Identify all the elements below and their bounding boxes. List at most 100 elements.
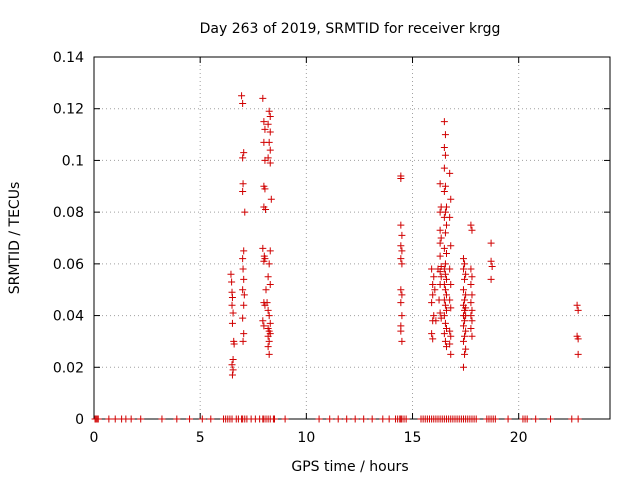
data-point <box>265 312 273 320</box>
data-point <box>437 234 445 242</box>
data-point <box>442 291 450 299</box>
data-point <box>432 317 440 325</box>
data-point <box>446 265 454 273</box>
data-point <box>240 291 248 299</box>
data-point <box>462 327 470 335</box>
data-point <box>398 291 406 299</box>
data-point <box>385 415 393 423</box>
data-point <box>446 296 454 304</box>
data-point <box>429 281 437 289</box>
data-point <box>446 169 454 177</box>
data-point <box>461 296 469 304</box>
data-point <box>240 330 248 338</box>
data-point <box>532 415 540 423</box>
x-tick-label: 5 <box>196 430 205 446</box>
data-point <box>441 131 449 139</box>
data-point <box>436 226 444 234</box>
data-point <box>315 415 323 423</box>
data-point <box>266 159 274 167</box>
data-point <box>467 281 475 289</box>
x-tick-label: 20 <box>510 430 528 446</box>
data-point <box>239 286 247 294</box>
data-point <box>462 270 470 278</box>
data-point <box>428 330 436 338</box>
data-point <box>436 252 444 260</box>
data-point <box>379 415 387 423</box>
data-point <box>441 337 449 345</box>
data-point <box>264 154 272 162</box>
data-point <box>447 304 455 312</box>
grid <box>94 57 610 419</box>
x-tick-label: 15 <box>404 430 422 446</box>
data-point <box>239 337 247 345</box>
data-point <box>428 299 436 307</box>
data-point <box>228 361 236 369</box>
data-point <box>461 332 469 340</box>
data-point <box>468 332 476 340</box>
data-point <box>262 286 270 294</box>
data-point <box>468 273 476 281</box>
data-point <box>461 306 469 314</box>
data-point <box>264 343 272 351</box>
data-point <box>397 299 405 307</box>
data-point <box>240 301 248 309</box>
data-point <box>94 415 102 423</box>
data-point <box>266 112 274 120</box>
data-point <box>402 415 410 423</box>
data-point <box>228 301 236 309</box>
data-point <box>574 335 582 343</box>
data-point <box>440 144 448 151</box>
data-point <box>459 337 467 345</box>
data-point <box>442 250 450 258</box>
y-tick-label: 0.08 <box>53 205 84 221</box>
data-point <box>574 350 582 358</box>
data-point <box>461 260 469 268</box>
data-point <box>198 415 206 423</box>
data-point <box>228 293 236 301</box>
data-point <box>264 332 272 340</box>
data-point <box>442 203 450 211</box>
data-point <box>158 415 166 423</box>
data-point <box>447 350 455 358</box>
y-axis-label: SRMTID / TECUs <box>7 182 23 295</box>
data-point <box>398 247 406 255</box>
data-point <box>467 312 475 320</box>
data-point <box>186 415 194 423</box>
data-point <box>430 312 438 320</box>
data-point <box>461 317 469 325</box>
data-point <box>238 92 246 100</box>
data-point <box>326 415 334 423</box>
data-point <box>264 306 272 314</box>
data-point <box>368 415 376 423</box>
data-point <box>397 175 405 183</box>
data-point <box>173 415 181 423</box>
y-tick-label: 0.06 <box>53 257 84 273</box>
data-point <box>228 278 236 286</box>
data-point <box>263 299 271 307</box>
data-point <box>441 151 449 159</box>
y-tick-label: 0.1 <box>62 153 84 169</box>
data-point <box>239 154 247 162</box>
data-point <box>436 239 444 247</box>
data-point <box>467 265 475 273</box>
data-point <box>441 286 449 294</box>
data-point <box>462 291 470 299</box>
data-point <box>281 415 289 423</box>
data-point <box>240 247 248 255</box>
chart-title: Day 263 of 2019, SRMTID for receiver krg… <box>200 21 501 37</box>
data-point <box>241 208 249 216</box>
data-point <box>239 100 247 108</box>
data-point <box>230 340 238 348</box>
y-tick-label: 0.14 <box>53 50 84 66</box>
data-point <box>467 325 475 332</box>
data-point <box>488 262 496 270</box>
data-point <box>351 415 359 423</box>
data-point <box>446 327 454 335</box>
data-point <box>239 314 247 322</box>
data-point <box>441 270 449 278</box>
data-point <box>468 291 476 299</box>
data-point <box>265 107 273 115</box>
data-point <box>137 415 145 423</box>
data-point <box>441 301 449 309</box>
